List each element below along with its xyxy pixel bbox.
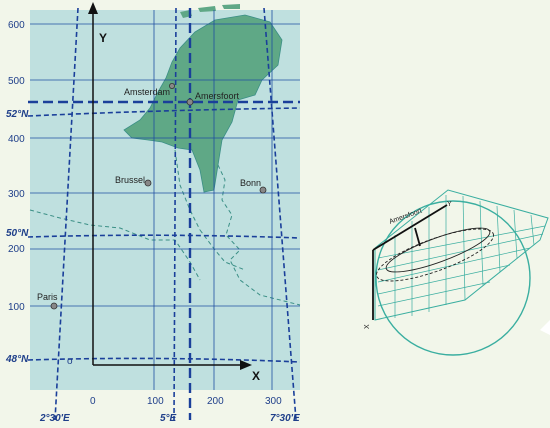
graticule: [27, 7, 301, 421]
wadden-islands: [180, 4, 240, 18]
latitude-label: 52°N: [6, 109, 29, 120]
y-tick-label: 200: [8, 244, 25, 255]
longitude-label: 5°E: [160, 413, 177, 424]
country-border: [199, 229, 246, 271]
y-tick-label: 300: [8, 189, 25, 200]
edge-mark: [540, 320, 550, 335]
amersfoort-cross: [28, 8, 300, 420]
plane-grid-lines: [377, 195, 546, 318]
y-tick-label: 400: [8, 134, 25, 145]
amersfoort-normal: [414, 227, 421, 247]
x-axis-arrow: [240, 360, 252, 370]
bonn-marker: [259, 186, 267, 194]
x-tick-label: 200: [207, 396, 224, 407]
longitude-label: 7°30'E: [270, 413, 300, 424]
y-tick-label: 500: [8, 76, 25, 87]
x-tick-label: 0: [90, 396, 96, 407]
city-label: Amersfoort: [195, 91, 240, 101]
y-tick-label: 600: [8, 20, 25, 31]
country-border: [174, 149, 201, 231]
projection-diagram: Amersfoort Y X: [364, 189, 549, 356]
city-label: Amsterdam: [124, 87, 170, 97]
country-border: [217, 164, 301, 306]
paris-marker: [50, 302, 58, 310]
longitude-label: 2°30'E: [39, 413, 70, 424]
latitude-label: 48°N: [5, 354, 29, 365]
x-tick-label: 300: [265, 396, 282, 407]
projection-axes: [372, 204, 448, 320]
amersfoort-marker: [186, 98, 194, 106]
projection-x-label: X: [364, 324, 371, 329]
country-border: [29, 209, 201, 281]
axes: [92, 10, 245, 366]
origin-marker: o: [67, 356, 73, 367]
city-label: Paris: [37, 292, 58, 302]
projection-plane: [374, 189, 549, 321]
city-label: Brussel: [115, 175, 145, 185]
land-region: [30, 120, 300, 390]
projection-y-label: Y: [447, 201, 452, 208]
x-axis-label: X: [252, 369, 260, 383]
tangent-ellipse: [385, 227, 491, 273]
brussel-marker: [144, 179, 152, 187]
coordinate-grid: [30, 10, 300, 390]
x-tick-label: 100: [147, 396, 164, 407]
amsterdam-marker: [168, 83, 175, 90]
latitude-label: 50°N: [6, 228, 29, 239]
projected-ellipse: [376, 228, 494, 282]
y-axis-arrow: [88, 2, 98, 14]
earth-sphere: [375, 200, 531, 356]
y-tick-label: 100: [8, 302, 25, 313]
city-label: Bonn: [240, 178, 261, 188]
y-axis-label: Y: [99, 31, 107, 45]
